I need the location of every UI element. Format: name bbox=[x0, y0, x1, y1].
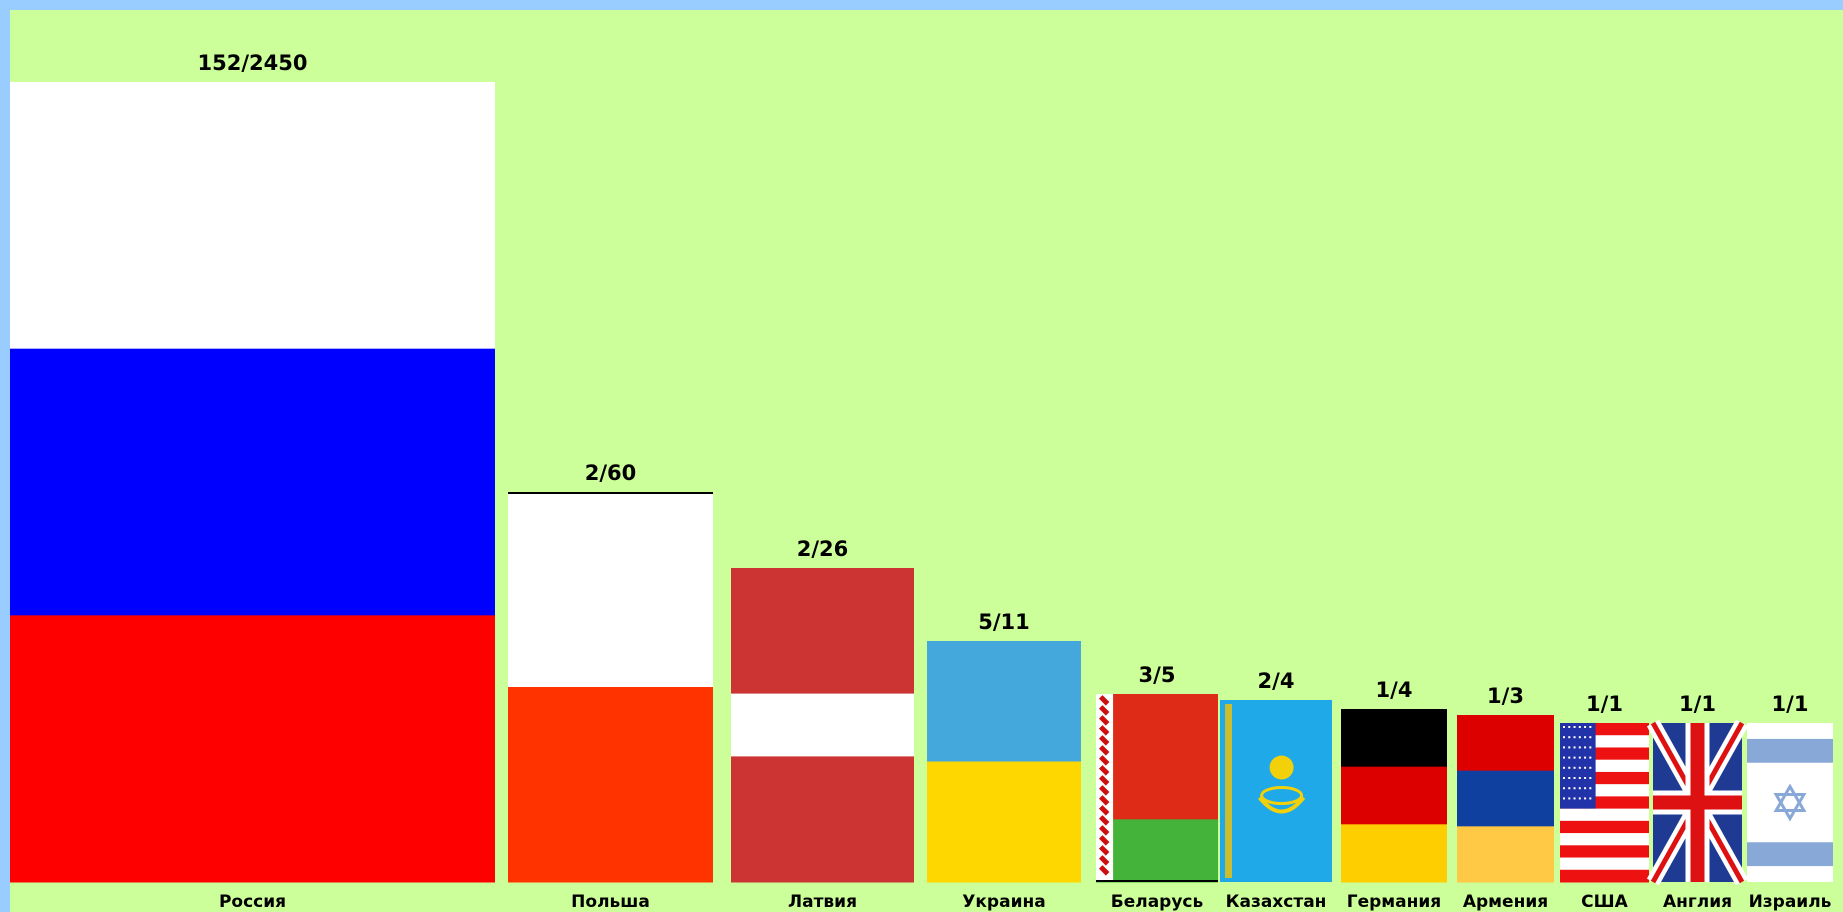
value-label-usa: 1/1 bbox=[1586, 692, 1623, 716]
category-label-poland: Польша bbox=[571, 892, 650, 912]
armenia-flag bbox=[1457, 715, 1554, 883]
value-label-poland: 2/60 bbox=[585, 461, 637, 485]
category-label-ukraine: Украина bbox=[962, 892, 1045, 912]
category-label-germany: Германия bbox=[1347, 892, 1441, 912]
russia-flag bbox=[10, 82, 495, 883]
value-label-latvia: 2/26 bbox=[797, 537, 849, 561]
category-label-latvia: Латвия bbox=[788, 892, 857, 912]
latvia-flag bbox=[731, 568, 914, 883]
category-label-belarus: Беларусь bbox=[1111, 892, 1204, 912]
belarus-flag bbox=[1096, 694, 1218, 883]
bar-usa bbox=[1560, 723, 1649, 883]
bar-kazakhstan bbox=[1220, 700, 1332, 882]
category-label-armenia: Армения bbox=[1463, 892, 1548, 912]
bar-armenia bbox=[1457, 715, 1554, 883]
bar-israel bbox=[1747, 723, 1833, 882]
israel-flag bbox=[1747, 723, 1833, 882]
usa-flag bbox=[1560, 723, 1649, 883]
bar-uk bbox=[1646, 719, 1749, 886]
category-label-kazakhstan: Казахстан bbox=[1226, 892, 1327, 912]
bar-russia bbox=[10, 82, 495, 883]
value-label-kazakhstan: 2/4 bbox=[1258, 669, 1295, 693]
poland-flag bbox=[508, 492, 713, 883]
bar-poland bbox=[508, 492, 713, 883]
category-label-russia: Россия bbox=[219, 892, 286, 912]
kazakhstan-flag bbox=[1220, 700, 1332, 882]
bar-latvia bbox=[731, 568, 914, 883]
value-label-belarus: 3/5 bbox=[1139, 663, 1176, 687]
bar-ukraine bbox=[927, 641, 1081, 883]
bar-belarus bbox=[1096, 694, 1218, 883]
value-label-russia: 152/2450 bbox=[198, 51, 308, 75]
category-label-israel: Израиль bbox=[1749, 892, 1832, 912]
value-label-israel: 1/1 bbox=[1772, 692, 1809, 716]
value-label-armenia: 1/3 bbox=[1487, 684, 1524, 708]
chart-panel: 152/2450 Россия 2/60 Польша 2/26 Латвия 5/11 Ук… bbox=[10, 10, 1843, 912]
category-label-uk: Англия bbox=[1663, 892, 1732, 912]
value-label-uk: 1/1 bbox=[1679, 692, 1716, 716]
category-label-usa: США bbox=[1581, 892, 1628, 912]
value-label-germany: 1/4 bbox=[1376, 678, 1413, 702]
bar-chart: 152/2450 Россия 2/60 Польша 2/26 Латвия 5/11 Ук… bbox=[10, 51, 1833, 912]
uk-flag bbox=[1646, 719, 1749, 886]
ukraine-flag bbox=[927, 641, 1081, 883]
bar-germany bbox=[1341, 709, 1447, 883]
germany-flag bbox=[1341, 709, 1447, 883]
value-label-ukraine: 5/11 bbox=[978, 610, 1030, 634]
